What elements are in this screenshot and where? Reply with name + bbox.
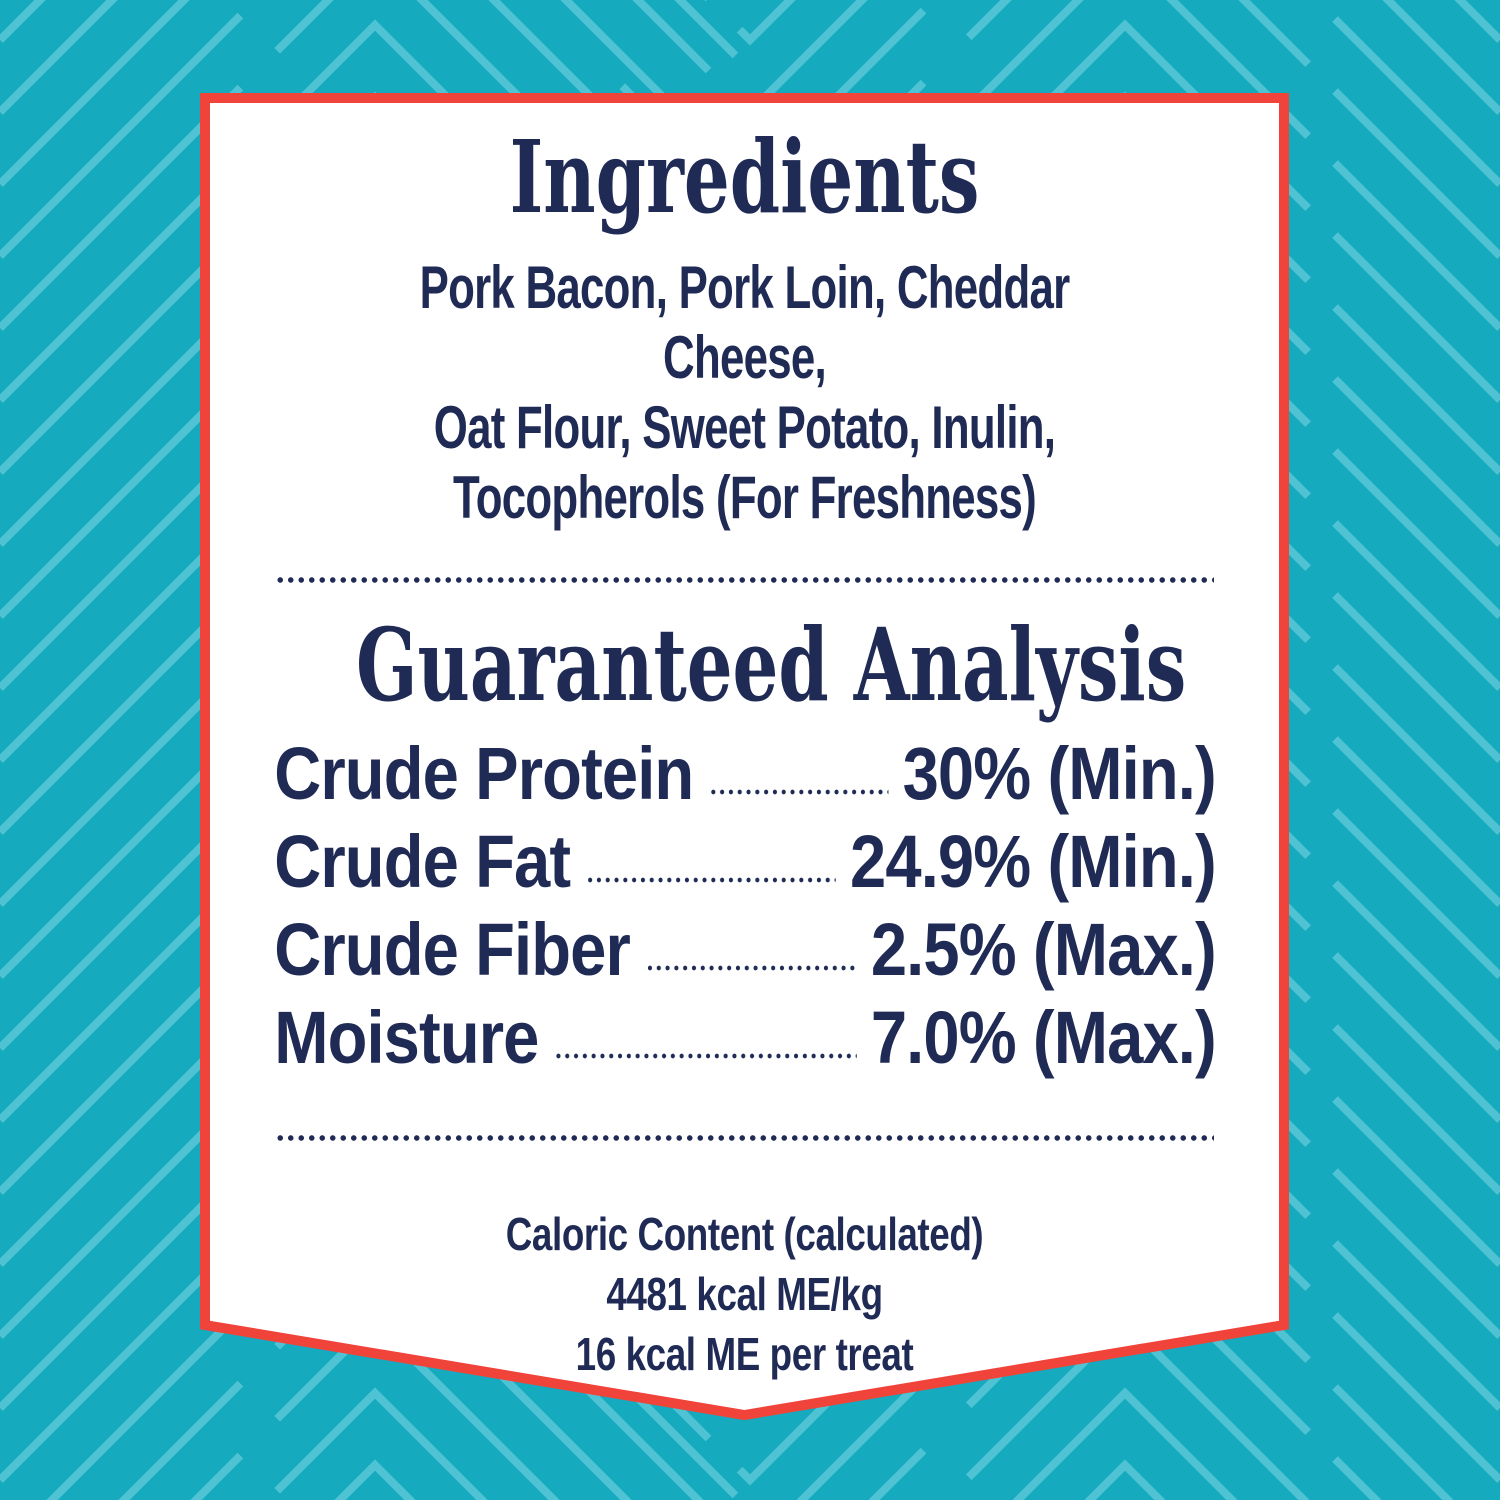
ingredients-line: Tocopherols (For Freshness): [452, 464, 1037, 531]
table-row: Moisture 7.0% (Max.): [274, 993, 1216, 1081]
nutrient-label: Crude Fiber: [273, 907, 631, 991]
dotted-leader: [553, 993, 857, 1081]
nutrient-value: 30% (Min.): [902, 731, 1216, 815]
nutrient-value: 2.5% (Max.): [870, 907, 1216, 991]
caloric-kcal-per-kg: 4481 kcal ME/kg: [606, 1268, 883, 1320]
nutrient-value: 7.0% (Max.): [870, 995, 1216, 1079]
nutrient-label: Crude Protein: [273, 731, 694, 815]
ingredients-line: Pork Bacon, Pork Loin, Cheddar Cheese,: [419, 254, 1071, 391]
table-row: Crude Protein 30% (Min.): [274, 729, 1216, 817]
dotted-divider: [275, 1135, 1214, 1141]
dotted-leader: [585, 817, 836, 905]
dotted-leader: [708, 729, 889, 817]
ingredients-title: Ingredients: [509, 118, 980, 236]
ingredients-list: Pork Bacon, Pork Loin, Cheddar Cheese, O…: [351, 253, 1139, 533]
table-row: Crude Fat 24.9% (Min.): [274, 817, 1216, 905]
nutrient-label: Crude Fat: [273, 819, 571, 903]
table-row: Crude Fiber 2.5% (Max.): [274, 905, 1216, 993]
nutrient-value: 24.9% (Min.): [849, 819, 1217, 903]
guaranteed-analysis-table: Crude Protein 30% (Min.) Crude Fat 24.9%…: [274, 729, 1216, 1081]
nutrition-label: Ingredients Pork Bacon, Pork Loin, Chedd…: [205, 98, 1284, 1384]
guaranteed-analysis-title: Guaranteed Analysis: [356, 606, 1187, 724]
dotted-leader: [645, 905, 857, 993]
caloric-content-heading: Caloric Content (calculated): [505, 1208, 984, 1260]
caloric-kcal-per-treat: 16 kcal ME per treat: [575, 1328, 914, 1380]
caloric-content-block: Caloric Content (calculated) 4481 kcal M…: [313, 1204, 1176, 1384]
ingredients-line: Oat Flour, Sweet Potato, Inulin,: [433, 394, 1056, 461]
nutrient-label: Moisture: [273, 995, 539, 1079]
dotted-divider: [275, 577, 1214, 583]
